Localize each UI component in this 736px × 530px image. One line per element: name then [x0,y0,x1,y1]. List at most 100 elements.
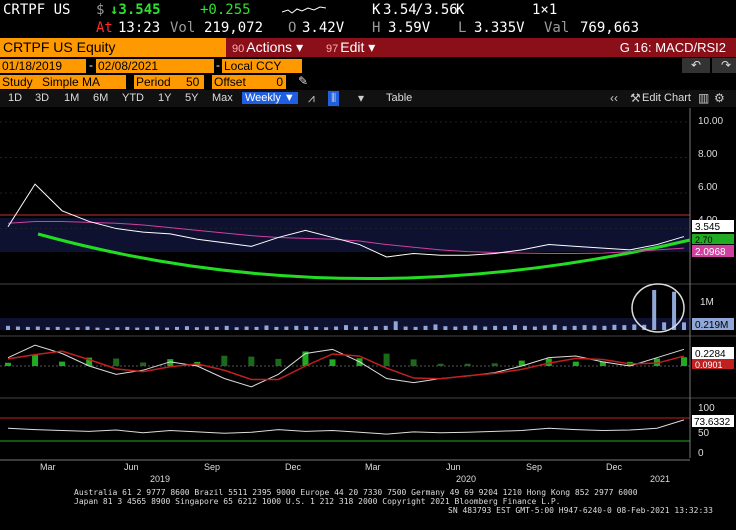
redo-button[interactable]: ↷ [712,58,736,73]
highlight-circle [631,283,685,333]
tab-weekly[interactable]: Weekly ▼ [242,92,298,104]
bid-label: K [372,2,381,18]
volume-bar [254,326,259,330]
macd-histogram-bar [32,354,39,366]
volume-bar [423,325,428,330]
chart-area[interactable]: 10.00 8.00 6.00 4.00 3.545 2.70 2.0968 1… [0,108,736,486]
redo-icon: ↷ [720,58,732,72]
last-price-label: 3.545 [695,222,720,233]
line-chart-icon[interactable]: ⩘ [308,91,315,105]
tab-1m[interactable]: 1M [64,92,80,104]
val-value: 769,663 [580,20,640,36]
rsi-tick-50: 50 [698,428,710,439]
volume-bar [274,326,279,330]
volume-bar [145,327,150,330]
xtick-dec-2020: Dec [606,462,623,472]
volume-bar [224,325,229,330]
study-row: Study Simple MA Period 50 Offset 0 ✎ [0,74,736,90]
chevron-down-icon: ▾ [296,39,304,55]
volume-bar [483,326,488,330]
volume-bar [244,326,249,330]
volume-bar [55,326,60,330]
open-label: O [288,20,297,36]
edit-menu[interactable]: 97 Edit ▾ [326,39,376,55]
volume-bar [194,327,199,330]
settings-icon[interactable]: ⚙ [714,91,725,105]
undo-button[interactable]: ↶ [682,58,710,73]
rsi-line [7,419,685,435]
macd-histogram-bar [59,361,66,366]
macd-histogram-bar [545,358,552,366]
volume-bar [672,291,677,330]
open-value: 3.42V [302,20,345,36]
tab-6m[interactable]: 6M [93,92,109,104]
high-label: H [372,20,381,36]
volume-bar [45,327,50,330]
edit-chart-button[interactable]: Edit Chart [642,92,691,104]
volume-last-label: 0.219M [695,320,728,331]
xtick-sep-2020: Sep [526,462,542,472]
ask-suffix: K [456,2,465,18]
currency-select[interactable]: Local CCY [222,59,302,73]
macd-histogram-bar [518,360,525,366]
tab-max[interactable]: Max [212,92,233,104]
ytick-8: 8.00 [698,149,718,160]
volume-bar [204,326,209,330]
macd-histogram-bar [491,363,498,366]
chart-options-icon[interactable]: ▥ [698,91,710,105]
volume-bar [344,325,348,330]
study-type-select[interactable]: Simple MA [40,75,126,89]
wrench-icon[interactable]: ⚒ [630,91,641,105]
volume-bar [264,325,269,330]
ma-tag [692,245,734,257]
volume-bar [95,327,100,330]
macd-tag [692,347,734,359]
volume-bar [433,324,438,330]
start-date-field[interactable]: 01/18/2019 [0,59,86,73]
volume-bar [662,322,667,330]
tab-5y[interactable]: 5Y [185,92,199,104]
study-label: Study [0,75,40,89]
end-date-field[interactable]: 02/08/2021 [96,59,214,73]
period-label: Period [134,75,186,89]
tab-3d[interactable]: 3D [35,92,50,104]
quote-ticker[interactable]: CRTPF US [3,2,71,18]
last-price-tag [692,220,734,232]
volume-bar [503,326,508,330]
volume-bar [353,326,358,330]
volume-tag [692,318,734,330]
xtick-dec-2019: Dec [285,462,302,472]
volume-value: 219,072 [204,20,264,36]
volume-bar [304,326,309,330]
rsi-tick-100: 100 [698,403,715,414]
tab-1y[interactable]: 1Y [158,92,172,104]
footer-line-3: SN 483793 EST GMT-5:00 H947-6240-0 08-Fe… [448,506,713,515]
xtick-mar-2019: Mar [40,462,56,472]
tab-1d[interactable]: 1D [8,92,23,104]
val-label: Val [544,20,570,36]
offset-input[interactable]: 0 [262,75,286,89]
footer-line-1: Australia 61 2 9777 8600 Brazil 5511 239… [74,488,638,497]
volume-bar [632,324,637,330]
tab-ytd[interactable]: YTD [122,92,144,104]
moving-average-line [7,220,685,254]
volume-bar [175,326,179,330]
volume-bar [463,325,468,330]
period-input[interactable]: 50 [184,75,204,89]
actions-menu[interactable]: 90 Actions ▾ [232,39,304,55]
volume-bar [155,326,160,330]
rsi-tick-0: 0 [698,448,704,459]
macd-histogram-bar [113,358,120,366]
security-field[interactable]: CRTPF US Equity [0,38,226,57]
collapse-icon[interactable]: ‹‹ [610,91,618,105]
bar-chart-icon[interactable]: ⦀ [328,91,340,106]
macd-histogram-bar [167,359,174,366]
chevron-down-icon[interactable]: ▾ [358,91,365,105]
quote-row-2: At 13:23 Vol 219,072 O 3.42V H 3.59V L 3… [0,20,736,38]
macd-histogram-bar [248,356,255,366]
volume-bar [622,325,627,330]
volume-bar [413,326,418,330]
volume-bar [324,327,329,330]
pencil-icon[interactable]: ✎ [298,74,309,88]
table-button[interactable]: Table [386,92,413,104]
